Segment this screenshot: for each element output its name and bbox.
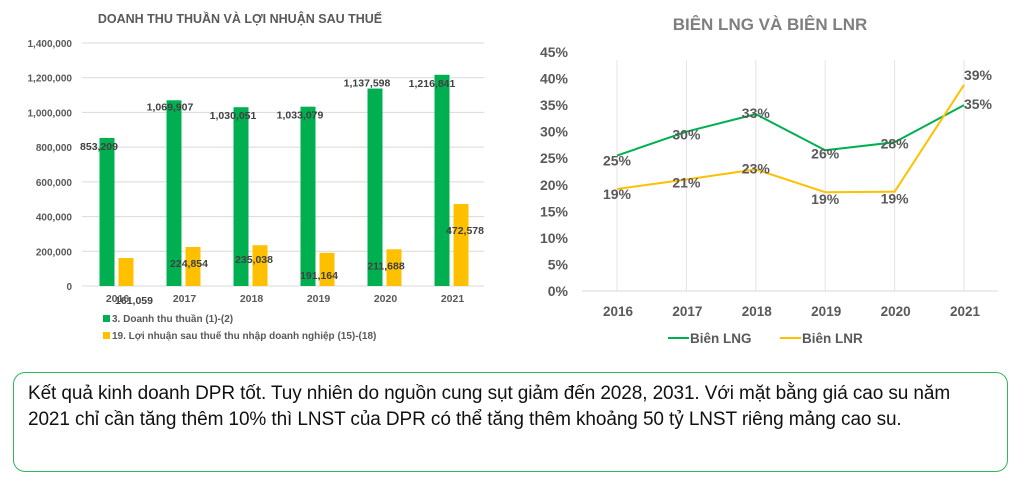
data-label-revenue: 1,030,051 xyxy=(210,110,257,122)
x-tick-label: 2021 xyxy=(441,293,465,305)
data-label: 35% xyxy=(964,96,993,112)
x-tick-label: 2018 xyxy=(742,304,773,319)
x-tick-label: 2018 xyxy=(240,293,264,305)
bar-profit xyxy=(319,252,335,286)
data-label-revenue: 853,209 xyxy=(80,141,118,153)
bar-profit xyxy=(386,249,402,286)
x-tick-label: 2021 xyxy=(950,304,981,319)
y-tick-label: 0% xyxy=(548,283,569,299)
bar-profit xyxy=(453,203,469,286)
data-label: 39% xyxy=(964,67,993,83)
legend-swatch xyxy=(103,332,110,339)
legend-swatch xyxy=(103,315,110,322)
y-tick-label: 0 xyxy=(66,282,72,293)
y-tick-label: 400,000 xyxy=(36,213,73,224)
bar-revenue xyxy=(367,88,383,286)
data-label: 19% xyxy=(603,186,632,202)
legend-label: Biên LNR xyxy=(802,331,863,346)
legend-label: 19. Lợi nhuận sau thuế thu nhập doanh ng… xyxy=(112,330,376,342)
data-label: 33% xyxy=(742,105,771,121)
data-label-revenue: 1,137,598 xyxy=(344,78,391,90)
bar-revenue xyxy=(99,137,115,286)
data-label-profit: 191,164 xyxy=(300,270,338,282)
legend-label: Biên LNG xyxy=(690,331,752,346)
bar-profit xyxy=(252,245,268,286)
data-label-profit: 224,854 xyxy=(170,258,208,270)
bar-revenue xyxy=(166,100,182,287)
y-tick-label: 1,000,000 xyxy=(28,108,73,119)
bar-revenue xyxy=(300,106,316,286)
data-label-profit: 472,578 xyxy=(446,225,484,237)
x-tick-label: 2020 xyxy=(374,293,398,305)
data-label: 28% xyxy=(881,135,910,151)
bar-revenue xyxy=(233,107,249,286)
y-tick-label: 1,400,000 xyxy=(28,39,73,50)
data-label: 30% xyxy=(672,127,701,143)
y-tick-label: 45% xyxy=(540,44,569,60)
data-label: 25% xyxy=(603,153,632,169)
legend-label: 3. Doanh thu thuần (1)-(2) xyxy=(112,313,233,325)
line-bien-lng xyxy=(616,104,965,157)
y-tick-label: 30% xyxy=(540,124,569,140)
bar-revenue xyxy=(434,74,450,286)
y-tick-label: 35% xyxy=(540,97,569,113)
y-tick-label: 600,000 xyxy=(36,178,73,189)
y-tick-label: 5% xyxy=(548,256,569,272)
y-tick-label: 15% xyxy=(540,203,569,219)
y-tick-label: 40% xyxy=(540,71,569,87)
x-tick-label: 2019 xyxy=(811,304,841,319)
data-label-revenue: 1,216,841 xyxy=(409,78,456,90)
chart-title: DOANH THU THUẦN VÀ LỢI NHUẬN SAU THUẾ xyxy=(98,11,382,26)
data-label: 23% xyxy=(742,160,771,176)
chart-title: BIÊN LNG VÀ BIÊN LNR xyxy=(673,15,868,34)
data-label-profit: 235,038 xyxy=(235,254,273,266)
bar-profit xyxy=(185,246,201,286)
data-label: 19% xyxy=(881,191,910,207)
y-tick-label: 10% xyxy=(540,230,569,246)
x-tick-label: 2017 xyxy=(173,293,197,305)
margin-line-chart: BIÊN LNG VÀ BIÊN LNR 0% 5% 10% 15% 20% 25% 30%… xyxy=(540,15,998,346)
data-label-revenue: 1,033,079 xyxy=(277,110,324,122)
y-tick-label: 800,000 xyxy=(36,143,73,154)
data-label-profit: 211,688 xyxy=(367,260,405,272)
commentary-box: Kết quả kinh doanh DPR tốt. Tuy nhiên do… xyxy=(13,372,1008,472)
data-label-profit: 161,059 xyxy=(115,295,153,307)
data-label: 21% xyxy=(672,174,701,190)
data-label-revenue: 1,069,907 xyxy=(147,101,194,113)
data-label: 26% xyxy=(811,145,840,161)
bar-profit xyxy=(118,258,134,286)
x-tick-label: 2016 xyxy=(106,293,130,305)
y-tick-label: 200,000 xyxy=(36,247,73,258)
x-tick-label: 2016 xyxy=(603,304,634,319)
y-tick-label: 20% xyxy=(540,177,569,193)
commentary-text: Kết quả kinh doanh DPR tốt. Tuy nhiên do… xyxy=(28,383,951,430)
y-tick-label: 25% xyxy=(540,150,569,166)
revenue-profit-bar-chart: DOANH THU THUẦN VÀ LỢI NHUẬN SAU THUẾ 0 2… xyxy=(28,11,485,342)
data-label: 19% xyxy=(811,191,840,207)
x-tick-label: 2019 xyxy=(307,293,331,305)
y-tick-label: 1,200,000 xyxy=(28,74,73,85)
line-bien-lnr xyxy=(616,84,965,194)
x-tick-label: 2020 xyxy=(881,304,911,319)
x-tick-label: 2017 xyxy=(672,304,702,319)
